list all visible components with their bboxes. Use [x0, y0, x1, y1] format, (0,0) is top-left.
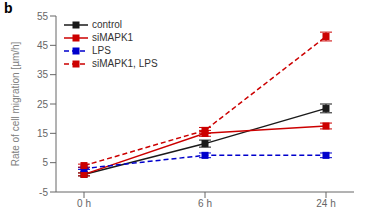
- svg-text:6 h: 6 h: [198, 198, 212, 209]
- html-text:LPS: LPS: [92, 45, 111, 56]
- svg-text:25: 25: [37, 99, 49, 110]
- svg-text:55: 55: [37, 11, 49, 22]
- html-text:siMAPK1, LPS: siMAPK1, LPS: [92, 58, 158, 69]
- svg-text:5: 5: [42, 157, 48, 168]
- svg-text:0 h: 0 h: [77, 198, 91, 209]
- svg-text:15: 15: [37, 128, 49, 139]
- svg-text:24 h: 24 h: [316, 198, 335, 209]
- svg-text:Rate of cell migration [µm/h]: Rate of cell migration [µm/h]: [10, 41, 21, 166]
- html-text:b: b: [4, 0, 13, 16]
- svg-text:35: 35: [37, 69, 49, 80]
- html-text:siMAPK1: siMAPK1: [92, 32, 134, 43]
- svg-text:-5: -5: [39, 187, 48, 198]
- svg-text:45: 45: [37, 40, 49, 51]
- html-text:control: control: [92, 19, 122, 30]
